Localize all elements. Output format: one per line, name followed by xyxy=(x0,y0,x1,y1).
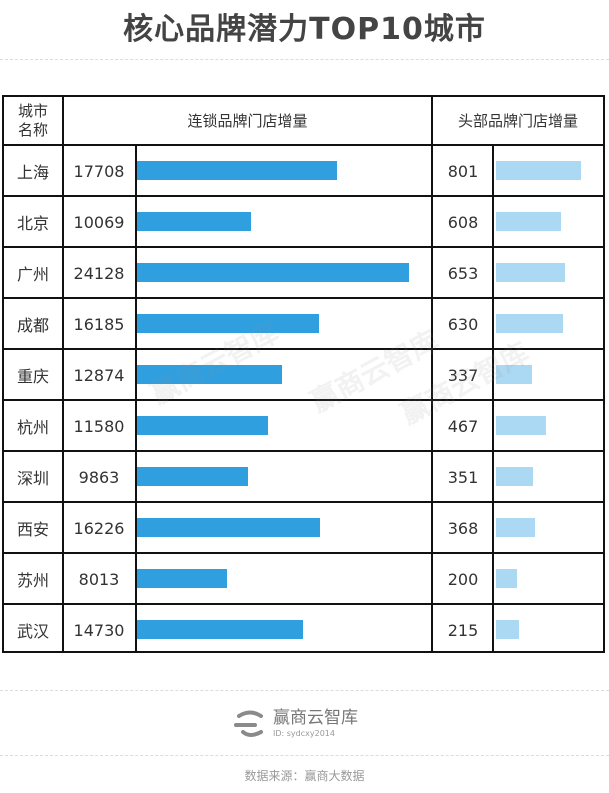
column-divider xyxy=(62,97,64,651)
brand-logo: 赢商云智库 ID: sydcxy2014 xyxy=(233,705,358,741)
chain-value: 16185 xyxy=(73,314,125,334)
head-value: 337 xyxy=(447,365,479,385)
head-bar xyxy=(496,416,546,435)
city-name: 北京 xyxy=(16,214,49,233)
chain-value: 11580 xyxy=(73,416,125,436)
header-divider xyxy=(4,144,603,146)
chain-bar xyxy=(137,569,228,588)
row-divider xyxy=(4,297,603,299)
divider xyxy=(0,59,609,60)
chart-title: 核心品牌潜力TOP10城市 xyxy=(123,12,486,47)
divider xyxy=(0,755,609,756)
header-city: 城市 名称 xyxy=(17,102,48,139)
city-name: 武汉 xyxy=(16,622,49,641)
chain-value: 16226 xyxy=(73,518,125,538)
data-source: 数据来源：赢商大数据 xyxy=(244,769,365,783)
head-bar xyxy=(496,365,532,384)
head-value: 608 xyxy=(447,212,479,232)
head-bar xyxy=(496,467,534,486)
head-value: 630 xyxy=(447,314,479,334)
column-divider xyxy=(431,97,433,651)
city-name: 成都 xyxy=(16,316,49,335)
city-name: 重庆 xyxy=(16,367,49,386)
chain-value: 8013 xyxy=(78,569,120,589)
divider xyxy=(0,690,609,691)
chain-value: 9863 xyxy=(78,467,120,487)
city-name: 苏州 xyxy=(16,571,49,590)
chain-bar xyxy=(137,416,268,435)
row-divider xyxy=(4,246,603,248)
chain-bar xyxy=(137,467,249,486)
header-chain-stores: 连锁品牌门店增量 xyxy=(187,111,308,130)
chain-bar xyxy=(137,161,337,180)
city-name: 上海 xyxy=(16,163,49,182)
city-name: 西安 xyxy=(16,520,49,539)
head-bar xyxy=(496,212,561,231)
chain-bar xyxy=(137,212,251,231)
data-table: 城市 名称 连锁品牌门店增量 头部品牌门店增量 上海 17708 801 北京 1006… xyxy=(2,95,605,653)
chain-value: 14730 xyxy=(73,620,125,640)
chain-bar xyxy=(137,365,283,384)
head-bar xyxy=(496,314,563,333)
row-divider xyxy=(4,501,603,503)
row-divider xyxy=(4,450,603,452)
chain-value: 17708 xyxy=(73,161,125,181)
head-bar xyxy=(496,620,519,639)
chain-value: 24128 xyxy=(73,263,125,283)
header-head-stores: 头部品牌门店增量 xyxy=(457,111,578,130)
city-name: 广州 xyxy=(16,265,49,284)
head-bar xyxy=(496,569,518,588)
head-value: 368 xyxy=(447,518,479,538)
row-divider xyxy=(4,603,603,605)
city-name: 杭州 xyxy=(16,418,49,437)
chain-bar xyxy=(137,314,320,333)
head-value: 801 xyxy=(447,161,479,181)
head-value: 215 xyxy=(447,620,479,640)
row-divider xyxy=(4,195,603,197)
row-divider xyxy=(4,348,603,350)
head-bar xyxy=(496,518,536,537)
head-bar xyxy=(496,161,581,180)
head-bar xyxy=(496,263,566,282)
watermark: 赢商云智库 xyxy=(305,323,445,419)
chain-value: 10069 xyxy=(73,212,125,232)
column-divider xyxy=(492,145,494,651)
chain-value: 12874 xyxy=(73,365,125,385)
brand-name: 赢商云智库 xyxy=(273,707,358,728)
city-name: 深圳 xyxy=(16,469,49,488)
brand-logo-icon xyxy=(234,710,263,737)
chain-bar xyxy=(137,518,320,537)
head-value: 467 xyxy=(447,416,479,436)
head-value: 351 xyxy=(447,467,479,487)
head-value: 200 xyxy=(447,569,479,589)
chain-bar xyxy=(137,263,409,282)
brand-id: ID: sydcxy2014 xyxy=(273,728,335,738)
column-divider xyxy=(135,145,137,651)
chain-bar xyxy=(137,620,304,639)
head-value: 653 xyxy=(447,263,479,283)
row-divider xyxy=(4,399,603,401)
row-divider xyxy=(4,552,603,554)
